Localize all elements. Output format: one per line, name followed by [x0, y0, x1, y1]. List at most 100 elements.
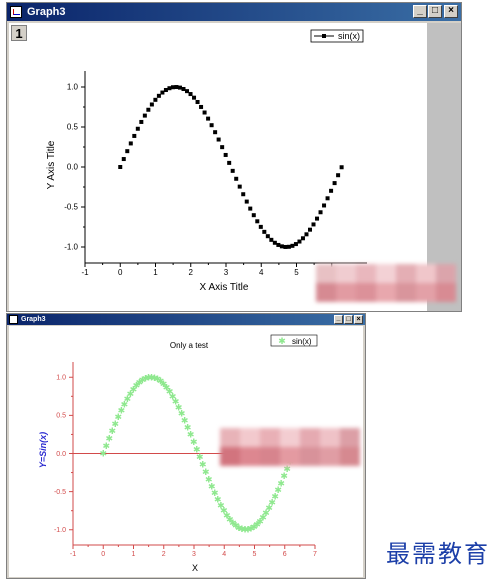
data-point	[279, 244, 284, 249]
layer-1-tab[interactable]: 1	[11, 25, 27, 41]
data-point: ✱	[175, 402, 183, 412]
data-point: ✱	[241, 525, 249, 535]
chart-2-svg: Only a test ✱ sin(x) -1 0 1 2 3 4 5 6 7 1.0 0.5 0.0…	[38, 334, 318, 573]
x-tick-label: -1	[70, 551, 76, 558]
data-point	[265, 234, 270, 239]
graph-app-icon	[10, 6, 22, 18]
data-point	[209, 123, 214, 128]
data-point	[199, 104, 204, 109]
data-point	[297, 239, 302, 244]
data-point	[160, 90, 165, 95]
data-point: ✱	[223, 510, 231, 520]
data-point	[181, 86, 186, 91]
data-point	[234, 176, 239, 181]
window-2-title: Graph3	[21, 316, 46, 323]
chart-1-y-axis-title: Y Axis Title	[46, 140, 57, 189]
data-point: ✱	[148, 372, 156, 382]
data-point: ✱	[118, 406, 126, 416]
data-point	[300, 236, 305, 241]
data-point: ✱	[102, 441, 110, 451]
data-point: ✱	[280, 471, 288, 481]
y-tick-label: -0.5	[54, 489, 66, 496]
x-tick-label: 3	[192, 551, 196, 558]
window-2-titlebar[interactable]: Graph3 _ □ ×	[7, 314, 365, 325]
x-tick-label: 2	[189, 268, 194, 277]
data-point: ✱	[133, 381, 141, 391]
minimize-icon[interactable]: _	[413, 5, 427, 18]
maximize-icon[interactable]: □	[428, 5, 442, 18]
data-point	[216, 137, 221, 142]
data-point: ✱	[253, 520, 261, 530]
data-point	[290, 243, 295, 248]
chart-1-x-axis-title: X Axis Title	[200, 282, 249, 293]
data-point: ✱	[283, 464, 291, 474]
data-point: ✱	[136, 378, 144, 388]
data-point: ✱	[262, 508, 270, 518]
close-icon[interactable]: ×	[444, 5, 458, 18]
data-point: ✱	[151, 373, 159, 383]
data-point	[315, 216, 320, 221]
data-point: ✱	[205, 474, 213, 484]
close-icon[interactable]: ×	[354, 315, 363, 324]
data-point: ✱	[235, 523, 243, 533]
data-point	[293, 242, 298, 247]
data-point: ✱	[127, 389, 135, 399]
y-tick-label: 0.0	[56, 451, 66, 458]
maximize-icon[interactable]: □	[344, 315, 353, 324]
data-point	[167, 86, 172, 91]
graph-app-icon	[9, 315, 18, 324]
chart-2-title: Only a test	[170, 341, 209, 350]
data-point: ✱	[274, 485, 282, 495]
data-point	[336, 173, 341, 178]
x-tick-label: 3	[224, 268, 229, 277]
data-point: ✱	[247, 524, 255, 534]
data-point: ✱	[124, 394, 132, 404]
data-point	[248, 206, 253, 211]
data-point	[146, 107, 151, 112]
data-point: ✱	[256, 516, 264, 526]
chart-1-svg: sin(x) -101234561.00.50.0-0.5-1.0 X Axis…	[46, 29, 367, 293]
data-point	[223, 152, 228, 157]
data-point	[251, 213, 256, 218]
data-point: ✱	[130, 384, 138, 394]
data-point	[258, 224, 263, 229]
minimize-icon[interactable]: _	[334, 315, 343, 324]
data-point	[329, 188, 334, 193]
data-point: ✱	[268, 498, 276, 508]
chart-1-legend-label: sin(x)	[338, 31, 360, 41]
data-point: ✱	[238, 524, 246, 534]
data-point	[213, 130, 218, 135]
data-point	[272, 240, 277, 245]
chart-1-legend-marker	[322, 34, 326, 38]
y-tick-label: 0.5	[67, 123, 79, 132]
data-point	[322, 203, 327, 208]
data-point: ✱	[166, 387, 174, 397]
data-point	[318, 210, 323, 215]
chart-2-x-axis-title: X	[192, 563, 198, 573]
y-tick-label: 0.5	[56, 413, 66, 420]
data-point	[304, 232, 309, 237]
y-tick-label: 1.0	[67, 83, 79, 92]
blurred-overlay-1	[316, 264, 456, 302]
data-point	[244, 199, 249, 204]
x-tick-label: 1	[153, 268, 158, 277]
y-tick-label: 1.0	[56, 375, 66, 382]
graph-window-1[interactable]: Graph3 _ □ × 1 sin(x) -101234561.00.50.0…	[6, 2, 462, 312]
data-point	[118, 165, 123, 169]
data-point: ✱	[229, 518, 237, 528]
data-point	[220, 145, 225, 150]
x-tick-label: 0	[101, 551, 105, 558]
data-point: ✱	[181, 415, 189, 425]
data-point: ✱	[211, 488, 219, 498]
data-point	[227, 160, 232, 165]
window-1-title: Graph3	[27, 6, 66, 18]
data-point	[125, 149, 130, 154]
x-tick-label: 4	[259, 268, 264, 277]
data-point	[153, 97, 158, 102]
vertical-scrollbar[interactable]	[427, 23, 461, 311]
data-point	[163, 88, 168, 93]
window-1-titlebar[interactable]: Graph3 _ □ ×	[7, 3, 461, 21]
chart-1-legend-box	[310, 29, 364, 43]
data-point: ✱	[172, 397, 180, 407]
watermark-text: 最需教育	[386, 540, 490, 568]
